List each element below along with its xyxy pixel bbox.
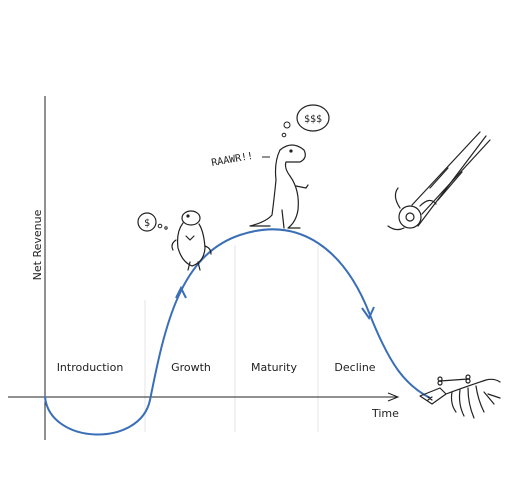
x-axis-label: Time (371, 407, 399, 420)
maturity-bubble-text: $$$ (304, 114, 322, 125)
y-axis-label: Net Revenue (31, 209, 44, 280)
lifecycle-curve (45, 229, 430, 434)
skeleton-icon (420, 375, 500, 418)
trex-icon (250, 145, 308, 228)
maturity-speech-bubble: $$$ (282, 105, 329, 137)
stage-label-growth: Growth (171, 361, 211, 374)
stage-dividers (145, 245, 318, 432)
stage-label-introduction: Introduction (57, 361, 124, 374)
stage-label-maturity: Maturity (251, 361, 297, 374)
roar-text: RAAWR!! (211, 151, 254, 169)
small-dinosaur-icon (172, 211, 211, 270)
growth-speech-bubble: $ (138, 213, 167, 231)
meteor-icon (388, 132, 490, 230)
stage-label-decline: Decline (334, 361, 375, 374)
growth-bubble-text: $ (144, 218, 150, 229)
